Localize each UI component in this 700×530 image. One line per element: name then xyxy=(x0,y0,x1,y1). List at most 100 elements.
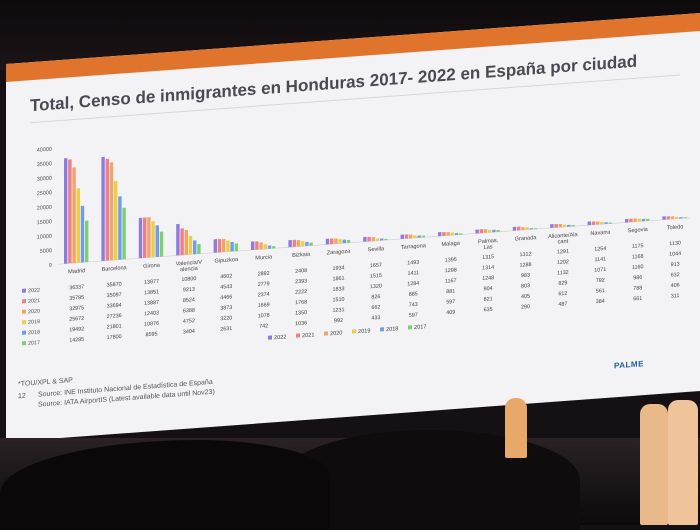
bar-2019 xyxy=(151,221,155,258)
table-cell: 4466 xyxy=(220,294,232,301)
table-legend-swatch xyxy=(22,309,26,314)
table-cell: 1493 xyxy=(407,260,419,267)
category-label: Barcelona xyxy=(102,265,128,273)
category-label: Alicante/Ala xyxy=(548,232,578,240)
bar-2022 xyxy=(176,223,180,256)
table-cell: 13887 xyxy=(144,300,159,307)
table-cell: 10800 xyxy=(181,276,196,283)
table-legend-swatch xyxy=(22,320,26,325)
legend-label: 2017 xyxy=(414,324,426,331)
bar-2020 xyxy=(446,232,450,236)
table-cell: 1284 xyxy=(407,281,419,288)
bar-2022 xyxy=(325,238,330,245)
legend-label: 2020 xyxy=(330,330,342,337)
table-cell: 2408 xyxy=(295,268,307,275)
bar-2020 xyxy=(147,217,151,258)
bar-2020 xyxy=(109,162,114,261)
legend-label: 2021 xyxy=(302,332,314,339)
bar-2020 xyxy=(259,242,263,250)
bar-2021 xyxy=(554,223,558,228)
bar-2019 xyxy=(413,235,417,239)
category-label: Sevilla xyxy=(368,246,385,253)
bar-2017 xyxy=(533,228,538,230)
category-label: Granada xyxy=(515,235,538,243)
table-cell: 33694 xyxy=(107,303,122,310)
table-row-label: 2020 xyxy=(28,309,40,316)
table-cell: 792 xyxy=(596,278,605,285)
legend-swatch-2017 xyxy=(408,325,412,330)
legend-swatch-2019 xyxy=(352,329,356,334)
bar-2022 xyxy=(213,239,218,253)
y-tick-label: 0 xyxy=(49,263,52,269)
bar-2019 xyxy=(488,229,492,233)
y-tick-label: 5000 xyxy=(40,248,52,255)
bar-2019 xyxy=(338,238,342,244)
table-cell: 21801 xyxy=(107,324,122,331)
table-cell: 3404 xyxy=(183,329,195,336)
table-cell: 13877 xyxy=(144,279,159,286)
table-cell: 829 xyxy=(558,280,567,287)
table-cell: 904 xyxy=(484,286,493,293)
table-cell: 25672 xyxy=(69,316,84,323)
category-label: Girona xyxy=(143,263,161,270)
bar-2020 xyxy=(371,237,376,242)
bar-2018 xyxy=(380,238,384,241)
table-cell: 1395 xyxy=(445,257,457,264)
bar-2018 xyxy=(155,225,160,258)
bar-2021 xyxy=(217,239,222,253)
legend-label: 2018 xyxy=(386,326,398,333)
legend-label: 2019 xyxy=(358,328,370,335)
table-cell: 1314 xyxy=(482,265,494,272)
table-cell: 1312 xyxy=(520,251,532,258)
bar-2020 xyxy=(483,229,488,233)
bar-2021 xyxy=(517,226,521,231)
y-tick-label: 10000 xyxy=(37,234,52,241)
bar-2020 xyxy=(72,167,76,264)
table-cell: 433 xyxy=(371,315,380,322)
legend-label: 2022 xyxy=(274,334,286,341)
category-label: Malaga xyxy=(442,241,461,248)
bar-2018 xyxy=(193,240,197,255)
bar-2018 xyxy=(492,229,496,233)
table-cell: 1768 xyxy=(295,299,307,306)
table-cell: 1254 xyxy=(594,246,606,253)
bar-2017 xyxy=(197,243,201,254)
table-row-label: 2019 xyxy=(28,319,40,326)
bar-2018 xyxy=(342,239,347,244)
table-cell: 4543 xyxy=(220,284,232,291)
table-cell: 405 xyxy=(521,294,530,301)
bar-2019 xyxy=(637,218,641,222)
table-cell: 1288 xyxy=(520,262,532,269)
y-tick-label: 40000 xyxy=(37,147,52,154)
table-cell: 1411 xyxy=(408,270,420,277)
table-cell: 2374 xyxy=(258,292,270,299)
y-tick-label: 25000 xyxy=(37,190,52,197)
bar-2018 xyxy=(567,224,571,227)
table-legend-swatch xyxy=(22,330,26,335)
table-cell: 2892 xyxy=(258,271,270,278)
bar-2021 xyxy=(442,231,446,236)
bar-2017 xyxy=(159,231,164,257)
table-cell: 1320 xyxy=(370,283,382,290)
table-cell: 986 xyxy=(633,275,642,282)
audience-silhouette xyxy=(280,430,580,530)
table-cell: 14285 xyxy=(69,337,84,344)
bar-2022 xyxy=(662,216,666,220)
table-legend-swatch xyxy=(22,341,26,346)
table-cell: 1833 xyxy=(333,286,345,293)
bar-2020 xyxy=(558,223,562,228)
table-cell: 290 xyxy=(521,304,530,311)
bar-2021 xyxy=(330,238,334,245)
bar-2019 xyxy=(263,243,268,250)
bar-2018 xyxy=(604,222,608,225)
bar-2019 xyxy=(600,221,604,225)
table-legend-swatch xyxy=(22,299,26,304)
bar-2017 xyxy=(608,222,612,224)
bar-2021 xyxy=(105,158,109,261)
category-label: Madrid xyxy=(68,268,85,275)
table-cell: 742 xyxy=(259,323,268,330)
bar-2019 xyxy=(188,235,193,255)
table-row-label: 2021 xyxy=(28,298,40,305)
bar-2018 xyxy=(454,233,459,236)
bar-2017 xyxy=(459,233,463,235)
